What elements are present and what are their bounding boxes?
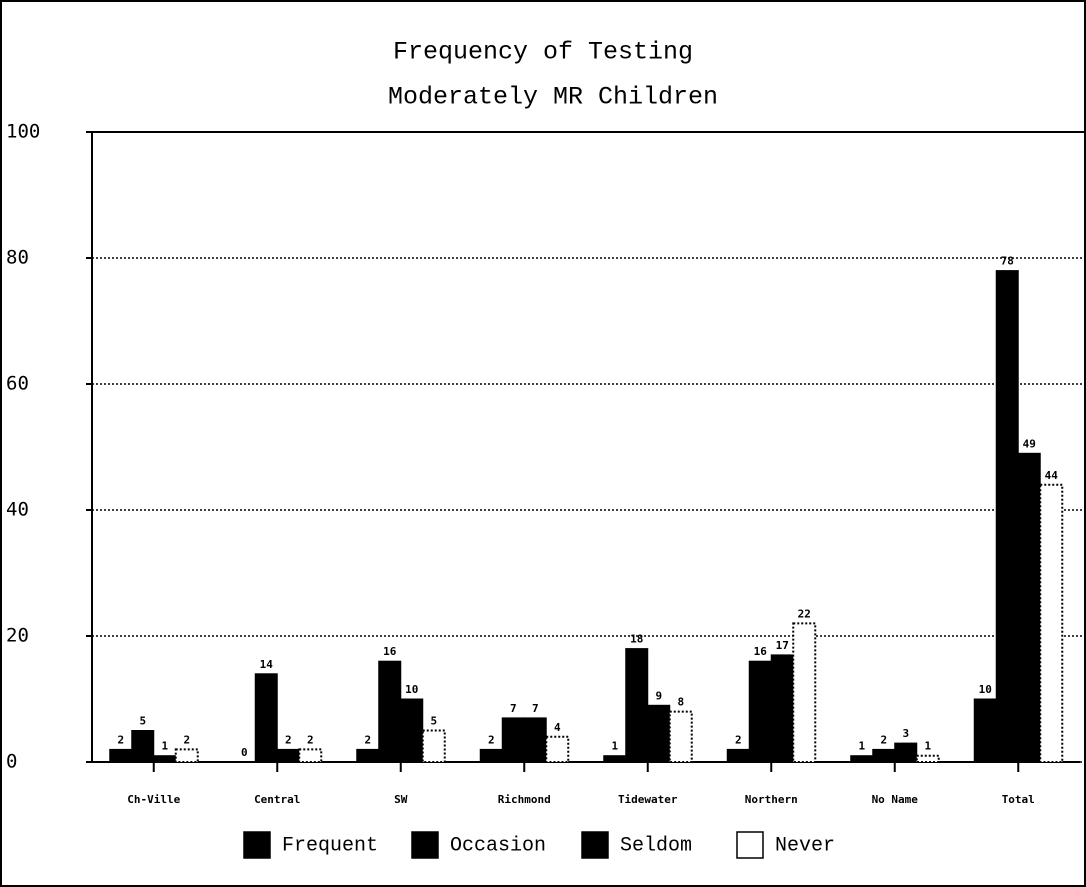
value-label: 10: [405, 683, 418, 696]
value-label: 3: [902, 727, 909, 740]
bar: [276, 748, 300, 763]
value-label: 5: [430, 715, 437, 728]
value-label: 4: [554, 721, 561, 734]
x-tick-label: Northern: [745, 793, 798, 806]
value-label: 78: [1001, 255, 1014, 268]
bar: [523, 717, 547, 763]
bar: [995, 270, 1019, 763]
bar: [973, 698, 997, 763]
value-label: 16: [383, 645, 397, 658]
bar: [850, 755, 874, 763]
bar: [894, 742, 918, 763]
bar: [792, 622, 817, 764]
value-label: 0: [241, 746, 248, 759]
value-label: 16: [754, 645, 768, 658]
legend-label: Frequent: [282, 834, 378, 857]
value-label: 1: [611, 740, 618, 753]
bar: [1039, 483, 1064, 763]
value-label: 1: [924, 740, 931, 753]
value-label: 18: [630, 633, 643, 646]
bar: [647, 704, 671, 763]
bar: [254, 673, 278, 763]
legend-label: Never: [775, 834, 835, 857]
y-tick-label: 0: [6, 751, 17, 773]
value-label: 8: [677, 696, 684, 709]
y-tick-label: 100: [6, 121, 40, 143]
bar: [298, 748, 323, 764]
value-label: 7: [532, 702, 539, 715]
x-tick-label: Central: [254, 793, 300, 806]
chart-title: Frequency of Testing: [393, 38, 693, 67]
bar: [501, 717, 525, 763]
value-label: 2: [307, 733, 314, 746]
y-tick-label: 40: [6, 499, 29, 521]
legend-label: Occasion: [450, 834, 546, 857]
value-label: 44: [1045, 469, 1059, 482]
bar: [109, 748, 133, 763]
bar: [748, 660, 772, 763]
x-tick-label: Tidewater: [618, 793, 678, 806]
value-label: 2: [285, 733, 292, 746]
value-label: 7: [510, 702, 517, 715]
legend-swatch: [411, 831, 439, 859]
legend-swatch: [243, 831, 271, 859]
value-label: 49: [1023, 437, 1036, 450]
y-tick-label: 20: [6, 625, 29, 647]
bar: [174, 748, 199, 764]
value-label: 2: [735, 733, 742, 746]
legend-label: Seldom: [620, 834, 692, 857]
value-label: 1: [858, 740, 865, 753]
legend-swatch: [736, 831, 764, 859]
bar: [915, 754, 940, 764]
value-label: 2: [117, 733, 124, 746]
value-label: 17: [776, 639, 789, 652]
bar: [421, 729, 446, 763]
value-label: 2: [880, 733, 887, 746]
x-tick-label: SW: [394, 793, 408, 806]
value-label: 22: [798, 607, 811, 620]
bar: [625, 648, 649, 763]
value-label: 9: [655, 689, 662, 702]
bar: [378, 660, 402, 763]
bar: [668, 710, 693, 763]
x-tick-label: Richmond: [498, 793, 551, 806]
legend-swatch: [581, 831, 609, 859]
value-label: 10: [979, 683, 992, 696]
bar: [872, 748, 896, 763]
bar: [400, 698, 424, 763]
y-tick-label: 80: [6, 247, 29, 269]
bar: [479, 748, 503, 763]
value-label: 5: [139, 715, 146, 728]
bar: [726, 748, 750, 763]
value-label: 1: [161, 740, 168, 753]
bar: [770, 654, 794, 763]
x-tick-label: No Name: [872, 793, 919, 806]
bar: [131, 730, 155, 763]
bar: [356, 748, 380, 763]
x-tick-label: Total: [1002, 793, 1035, 806]
x-tick-label: Ch-Ville: [127, 793, 180, 806]
bar: [603, 755, 627, 763]
bar: [1017, 452, 1041, 763]
bar: [545, 735, 570, 763]
chart-subtitle: Moderately MR Children: [388, 83, 718, 112]
bar: [153, 755, 177, 763]
value-label: 14: [260, 658, 274, 671]
y-tick-label: 60: [6, 373, 29, 395]
value-label: 2: [183, 733, 190, 746]
value-label: 2: [364, 733, 371, 746]
value-label: 2: [488, 733, 495, 746]
